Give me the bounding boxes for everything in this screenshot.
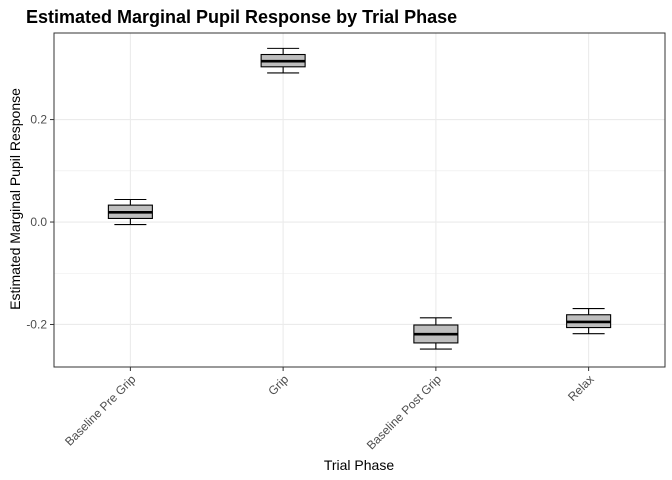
chart-title: Estimated Marginal Pupil Response by Tri… [26,7,457,27]
y-axis-title: Estimated Marginal Pupil Response [7,88,23,310]
boxplot-baseline-post-grip [413,317,459,350]
boxplot-relax [566,308,612,335]
axis-ticks: -0.2 0.0 0.2 Baseline Pre Grip Grip Baseline … [26,113,596,453]
x-tick-label: Grip [265,372,291,398]
x-tick-label: Baseline Pre Grip [62,372,139,449]
x-axis-title: Trial Phase [324,457,395,473]
x-tick-label: Baseline Post Grip [364,372,444,452]
y-tick-label: 0.0 [30,215,47,229]
plot-panel-border [53,32,666,368]
boxplot-baseline-pre-grip [107,198,153,226]
boxplot-grip [260,47,306,74]
boxplots [107,47,612,350]
y-tick-label: 0.2 [30,113,47,127]
y-tick-label: -0.2 [26,317,47,331]
x-tick-label: Relax [565,372,597,404]
